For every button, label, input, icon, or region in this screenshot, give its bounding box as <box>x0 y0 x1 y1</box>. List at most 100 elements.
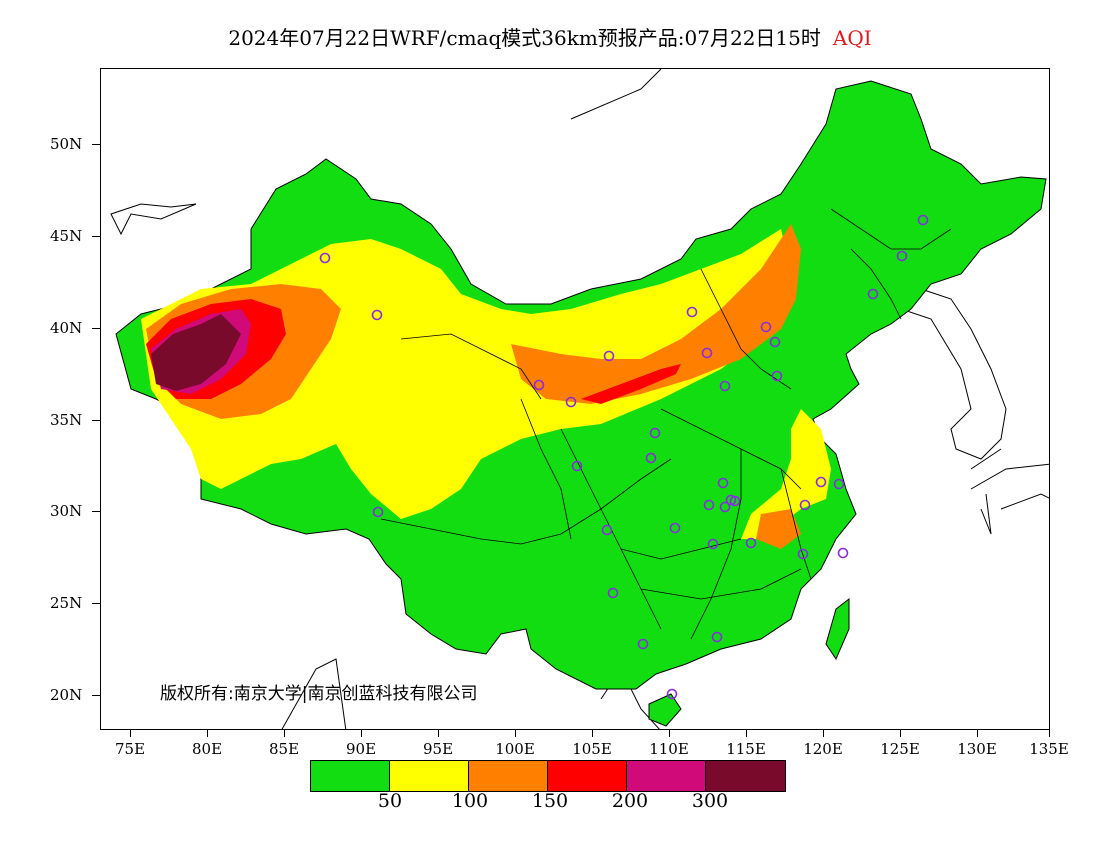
station-marker <box>603 350 615 362</box>
lon-tick-120 <box>823 730 824 737</box>
lon-tick-100 <box>515 730 516 737</box>
lat-label-25: 25N <box>50 594 83 612</box>
legend-threshold-50: 50 <box>377 790 403 812</box>
aqi-red-zone-north <box>581 364 681 404</box>
station-marker <box>799 499 811 511</box>
legend-threshold-200: 200 <box>611 790 649 812</box>
lon-label-125: 125E <box>880 740 920 758</box>
lat-tick-50 <box>92 144 100 145</box>
legend-swatch-moderate <box>390 761 469 791</box>
lon-label-105: 105E <box>572 740 612 758</box>
station-marker <box>666 688 678 700</box>
lon-label-90: 90E <box>345 740 377 758</box>
lon-label-130: 130E <box>957 740 997 758</box>
lon-label-135: 135E <box>1029 740 1069 758</box>
lat-tick-35 <box>92 420 100 421</box>
station-marker <box>725 494 737 506</box>
station-marker <box>571 460 583 472</box>
lat-label-50: 50N <box>50 135 83 153</box>
aqi-maroon-zone-tarim <box>151 314 241 391</box>
lon-label-110: 110E <box>649 740 689 758</box>
lat-tick-45 <box>92 236 100 237</box>
station-marker <box>917 214 929 226</box>
lat-tick-20 <box>92 695 100 696</box>
lon-tick-115 <box>746 730 747 737</box>
station-marker <box>669 522 681 534</box>
hainan-island <box>648 693 682 727</box>
korea-japan-coast <box>900 288 1007 460</box>
lat-label-40: 40N <box>50 319 83 337</box>
map-title-field: AQI <box>832 26 872 50</box>
lat-tick-40 <box>92 328 100 329</box>
lon-tick-130 <box>977 730 978 737</box>
lon-tick-135 <box>1049 730 1050 737</box>
station-marker <box>719 501 731 513</box>
lon-tick-80 <box>207 730 208 737</box>
lat-label-45: 45N <box>50 227 83 245</box>
kazakhstan-lake-outline <box>110 203 197 236</box>
lon-tick-85 <box>284 730 285 737</box>
lon-label-100: 100E <box>495 740 535 758</box>
station-marker <box>833 478 845 490</box>
lon-tick-90 <box>361 730 362 737</box>
station-marker <box>771 370 783 382</box>
station-marker <box>719 380 731 392</box>
aqi-orange-zone-north <box>511 224 801 404</box>
aqi-legend-bar <box>310 760 786 792</box>
station-marker <box>815 476 827 488</box>
russia-coast-line <box>570 69 662 120</box>
station-marker <box>729 495 741 507</box>
lat-tick-30 <box>92 511 100 512</box>
station-marker <box>319 252 331 264</box>
lon-label-85: 85E <box>268 740 300 758</box>
legend-threshold-100: 100 <box>451 790 489 812</box>
lon-tick-95 <box>438 730 439 737</box>
station-marker <box>797 548 809 560</box>
station-marker <box>701 347 713 359</box>
station-marker <box>601 524 613 536</box>
map-title: 2024年07月22日WRF/cmaq模式36km预报产品:07月22日15时 A… <box>0 22 1100 51</box>
aqi-map <box>110 69 1049 729</box>
station-marker <box>867 288 879 300</box>
japan-coast <box>970 448 1049 535</box>
station-marker <box>649 427 661 439</box>
lat-label-30: 30N <box>50 502 83 520</box>
copyright-text: 版权所有:南京大学|南京创蓝科技有限公司 <box>160 684 478 704</box>
lon-label-80: 80E <box>191 740 223 758</box>
lon-tick-75 <box>130 730 131 737</box>
station-marker <box>711 631 723 643</box>
legend-swatch-unhealthy <box>548 761 627 791</box>
lon-tick-110 <box>669 730 670 737</box>
legend-swatch-very-unhealthy <box>627 761 706 791</box>
station-marker <box>607 587 619 599</box>
lon-label-75: 75E <box>114 740 146 758</box>
station-marker <box>703 499 715 511</box>
legend-threshold-150: 150 <box>531 790 569 812</box>
legend-swatch-sensitive <box>469 761 548 791</box>
legend-swatch-hazardous <box>706 761 785 791</box>
station-marker <box>707 538 719 550</box>
station-marker <box>637 638 649 650</box>
map-panel <box>100 68 1050 730</box>
station-marker <box>760 321 772 333</box>
lat-label-35: 35N <box>50 411 83 429</box>
station-marker <box>686 306 698 318</box>
station-marker <box>717 477 729 489</box>
lat-label-20: 20N <box>50 686 83 704</box>
station-marker <box>372 506 384 518</box>
station-marker <box>896 250 908 262</box>
lon-tick-125 <box>900 730 901 737</box>
legend-swatch-good <box>311 761 390 791</box>
station-marker <box>533 379 545 391</box>
station-marker <box>645 452 657 464</box>
aqi-orange-zone-east <box>756 509 801 549</box>
lon-label-120: 120E <box>803 740 843 758</box>
lon-tick-105 <box>592 730 593 737</box>
station-marker <box>769 336 781 348</box>
map-title-main: 2024年07月22日WRF/cmaq模式36km预报产品:07月22日15时 <box>228 26 821 50</box>
lat-tick-25 <box>92 603 100 604</box>
station-marker <box>371 309 383 321</box>
legend-threshold-300: 300 <box>691 790 729 812</box>
station-marker <box>837 547 849 559</box>
station-marker <box>565 396 577 408</box>
